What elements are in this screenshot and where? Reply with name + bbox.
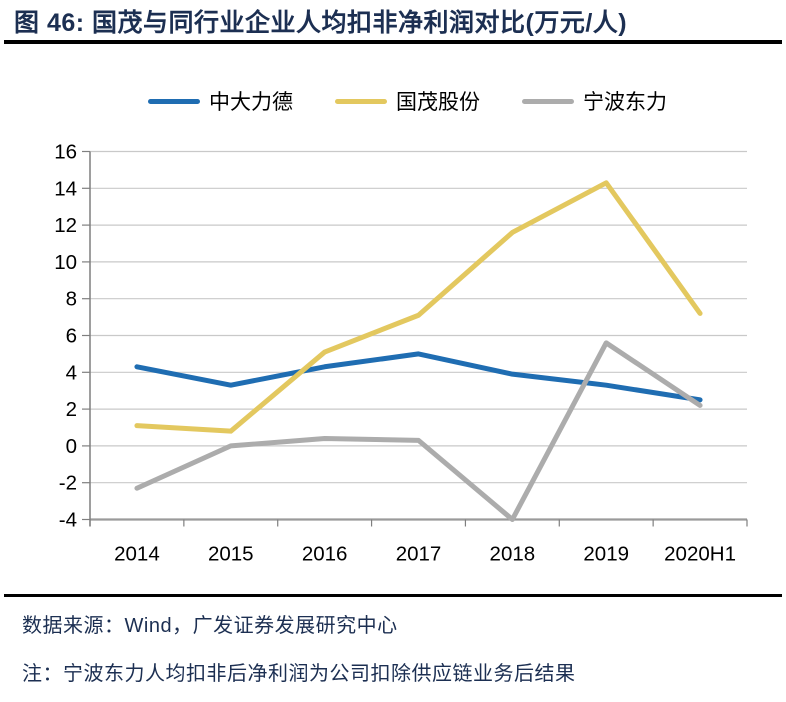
y-tick-label: 2 bbox=[66, 398, 77, 421]
x-tick-label: 2014 bbox=[114, 543, 160, 566]
source-text: 数据来源：Wind，广发证券发展研究中心 bbox=[22, 615, 398, 637]
y-tick-label: 4 bbox=[66, 361, 77, 384]
y-tick-label: -4 bbox=[59, 509, 77, 532]
legend-label: 宁波东力 bbox=[583, 91, 667, 114]
y-tick-label: 16 bbox=[54, 141, 77, 164]
legend-item-ningbodonly: 宁波东力 bbox=[522, 86, 667, 116]
x-tick-label: 2016 bbox=[302, 543, 348, 566]
y-tick-label: 14 bbox=[54, 177, 77, 200]
y-tick-label: -2 bbox=[59, 472, 77, 495]
legend-label: 中大力德 bbox=[209, 91, 293, 114]
legend-line-swatch-blue bbox=[148, 98, 200, 104]
y-tick-label: 8 bbox=[66, 288, 77, 311]
x-tick-label: 2015 bbox=[208, 543, 254, 566]
chart-legend: 中大力德 国茂股份 宁波东力 bbox=[148, 86, 667, 116]
legend-item-guomao: 国茂股份 bbox=[335, 86, 480, 116]
series-line-1 bbox=[134, 180, 703, 434]
y-tick-label: 10 bbox=[54, 251, 77, 274]
series-line-0 bbox=[134, 351, 703, 403]
figure-title: 图 46: 国茂与同行业企业人均扣非净利润对比(万元/人) bbox=[14, 9, 628, 37]
x-tick-label: 2017 bbox=[396, 543, 442, 566]
note-text: 注：宁波东力人均扣非后净利润为公司扣除供应链业务后结果 bbox=[22, 663, 576, 685]
x-tick-label: 2019 bbox=[583, 543, 629, 566]
y-tick-label: 0 bbox=[66, 435, 77, 458]
y-tick-label: 12 bbox=[54, 214, 77, 237]
x-tick-label: 2018 bbox=[490, 543, 536, 566]
legend-label: 国茂股份 bbox=[396, 91, 480, 114]
line-chart: 16 14 12 10 8 6 4 2 0 -2 -4 2014 2015 2016 2017 2018 201… bbox=[0, 115, 786, 585]
footer-rule bbox=[4, 594, 782, 597]
line-chart-canvas: 16 14 12 10 8 6 4 2 0 -2 -4 2014 2015 2016 2017 2018 201… bbox=[54, 141, 748, 566]
legend-line-swatch-gray bbox=[522, 98, 574, 104]
title-rule bbox=[4, 40, 782, 44]
legend-item-zhongdalide: 中大力德 bbox=[148, 86, 293, 116]
y-tick-label: 6 bbox=[66, 325, 77, 348]
legend-line-swatch-gold bbox=[335, 98, 387, 104]
x-tick-label: 2020H1 bbox=[664, 543, 736, 566]
series-line-2 bbox=[134, 340, 703, 522]
